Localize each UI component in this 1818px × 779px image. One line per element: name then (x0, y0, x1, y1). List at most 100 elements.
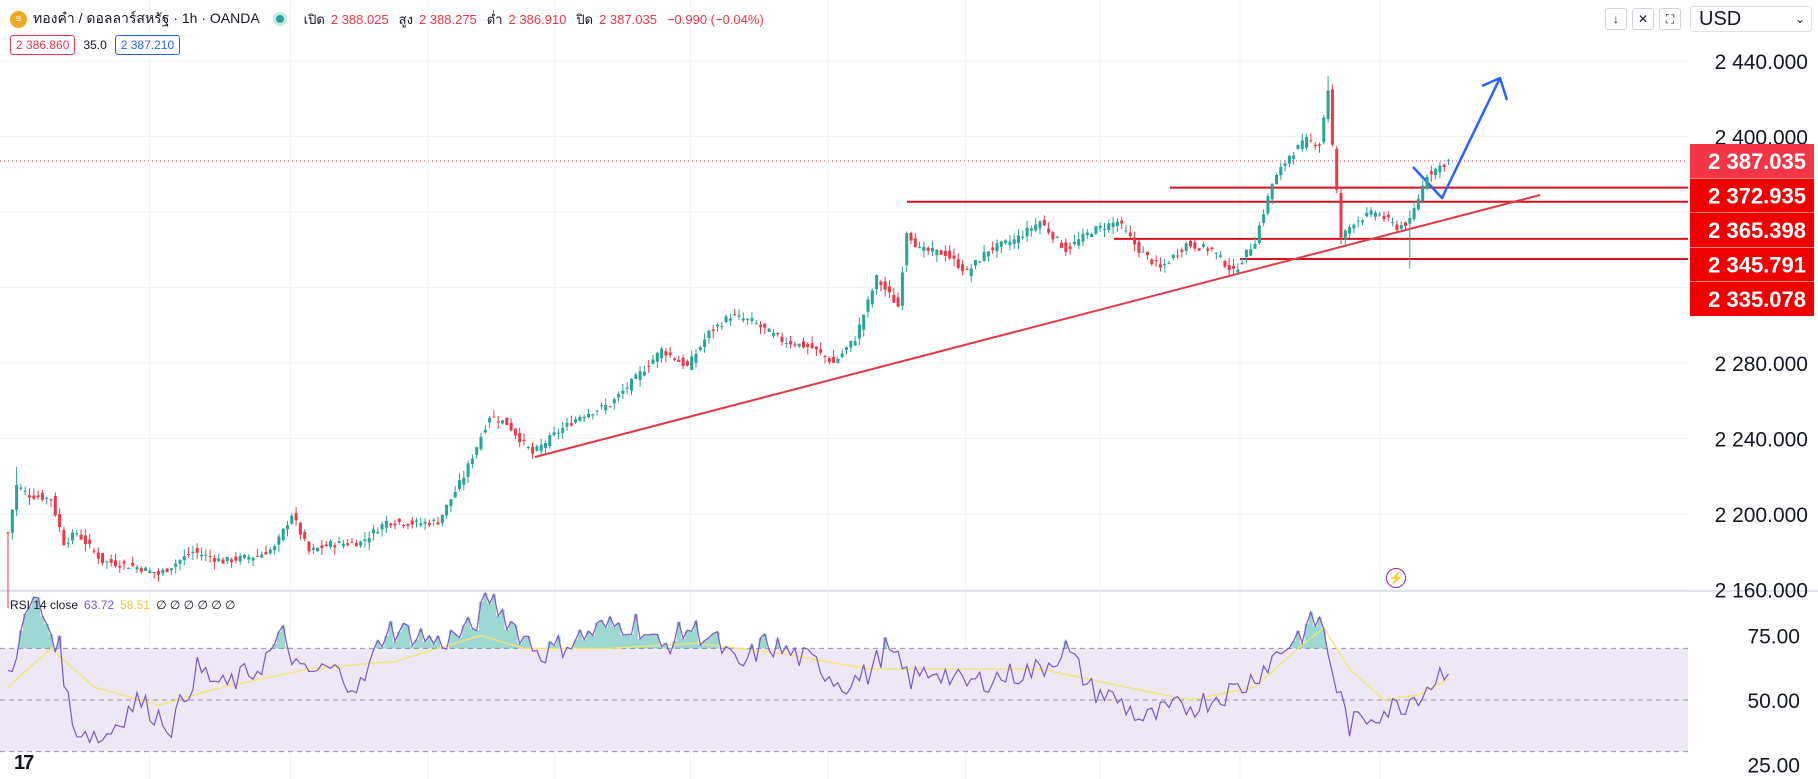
candle-body (965, 268, 969, 270)
candle (174, 559, 178, 574)
candle (539, 438, 543, 454)
candle-body (1438, 165, 1442, 173)
candle (1279, 162, 1283, 181)
candle-body (647, 366, 651, 368)
candle (1404, 221, 1407, 231)
candle (432, 518, 436, 527)
candle (974, 259, 977, 270)
candle-body (453, 491, 457, 498)
sell-price-button[interactable]: 2 386.860 (10, 35, 76, 55)
rsi-line (7, 591, 1449, 744)
candle-body (763, 323, 767, 328)
candle-body (1210, 247, 1214, 249)
candle-body (1090, 234, 1094, 237)
candle (367, 531, 371, 551)
candle-body (845, 347, 848, 350)
collapse-icon[interactable]: ✕ (1632, 8, 1654, 30)
candle (668, 346, 672, 358)
buy-price-button[interactable]: 2 387.210 (114, 35, 181, 55)
candle (1124, 224, 1128, 234)
fullscreen-icon[interactable]: ⛶ (1659, 8, 1681, 30)
candle-body (1343, 230, 1347, 240)
candle-body (1292, 155, 1296, 159)
candle (1201, 241, 1205, 249)
candle-body (427, 522, 431, 526)
candle (1240, 257, 1244, 265)
candle (574, 416, 578, 424)
candle-body (1382, 215, 1386, 220)
rsi-name[interactable]: RSI 14 close (10, 598, 79, 612)
candle (1055, 235, 1059, 239)
candle-body (1171, 254, 1175, 259)
candle (1012, 233, 1016, 249)
candle (879, 279, 883, 292)
candle (1232, 259, 1235, 274)
candle-body (784, 343, 788, 345)
candle-body (862, 314, 866, 330)
candle (952, 248, 956, 266)
candle (685, 359, 689, 367)
candle (810, 336, 814, 349)
candle-body (1141, 251, 1145, 253)
candle (836, 356, 840, 364)
candle (1081, 228, 1085, 246)
candle (999, 241, 1003, 254)
candle (449, 499, 453, 513)
candle-body (109, 559, 113, 563)
candle-body (823, 356, 827, 358)
candle (1352, 223, 1356, 234)
currency-select[interactable]: USD ⌄ (1690, 6, 1812, 32)
candle (200, 547, 203, 561)
candle (251, 557, 255, 567)
candle (969, 264, 973, 283)
candle-body (406, 523, 410, 526)
candle-body (462, 477, 466, 485)
candle-body (909, 232, 913, 241)
candle (1068, 241, 1072, 255)
candle-body (1352, 224, 1356, 229)
candle (109, 554, 113, 567)
candle-body (1253, 243, 1257, 249)
candle (625, 382, 629, 394)
candle-body (604, 405, 608, 411)
candle-body (15, 485, 19, 510)
candle (144, 566, 148, 572)
candle-body (1038, 221, 1042, 229)
candle (746, 318, 750, 325)
candle (776, 332, 780, 337)
tradingview-logo-icon[interactable]: 17 (14, 752, 34, 774)
candle-body (1348, 227, 1352, 234)
candle (384, 515, 388, 534)
candle (105, 560, 109, 570)
candle-body (1042, 219, 1046, 226)
candle-body (58, 514, 62, 528)
candle (501, 420, 504, 425)
candle (849, 340, 853, 353)
candle-body (290, 515, 294, 524)
candle (243, 554, 246, 560)
candle (268, 546, 272, 556)
candle-body (1012, 239, 1016, 244)
candle-body (681, 357, 685, 367)
candle-body (1115, 221, 1119, 226)
candle (1154, 255, 1158, 267)
candle (793, 341, 797, 348)
candle (922, 241, 926, 258)
candle-body (1189, 240, 1192, 247)
candle (767, 327, 771, 333)
high-value: 2 388.275 (418, 11, 477, 27)
candlestick-series (6, 76, 1450, 609)
lightning-icon[interactable]: ⚡ (1386, 568, 1406, 588)
candle (1408, 210, 1412, 269)
candle (273, 544, 277, 555)
candle (819, 342, 823, 356)
candle (1004, 239, 1008, 245)
candle (569, 415, 573, 427)
candle (36, 490, 40, 500)
candle (935, 249, 939, 263)
symbol-title[interactable]: ทองคำ / ดอลลาร์สหรัฐ · 1h · OANDA (33, 10, 260, 26)
arrow-down-icon[interactable]: ↓ (1605, 8, 1627, 30)
candle (169, 568, 173, 575)
candle-body (1335, 148, 1339, 190)
